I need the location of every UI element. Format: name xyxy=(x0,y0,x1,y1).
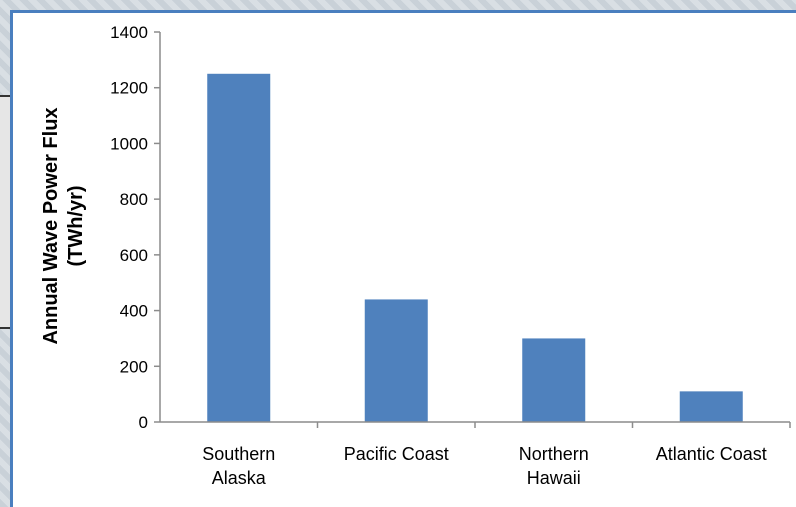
x-category-label: Southern Alaska xyxy=(202,444,275,488)
bar xyxy=(679,391,743,422)
x-category-label: Pacific Coast xyxy=(344,444,449,464)
y-tick-label: 1200 xyxy=(110,79,148,98)
x-category-label: Northern Hawaii xyxy=(519,444,589,488)
y-axis-title-line-2: (TWh/yr) xyxy=(65,185,87,266)
y-axis-title: Annual Wave Power Flux (TWh/yr) xyxy=(40,107,87,344)
x-category-label: Atlantic Coast xyxy=(656,444,767,464)
y-tick-label: 400 xyxy=(120,302,148,321)
y-tick-label: 1000 xyxy=(110,134,148,153)
y-tick-label: 800 xyxy=(120,190,148,209)
bar xyxy=(522,338,586,422)
bar xyxy=(364,299,428,422)
y-tick-label: 200 xyxy=(120,357,148,376)
y-tick-label: 1400 xyxy=(110,23,148,42)
y-tick-label: 600 xyxy=(120,246,148,265)
bar xyxy=(207,73,271,423)
y-tick-label: 0 xyxy=(139,413,148,432)
chart-frame xyxy=(10,10,796,507)
y-axis-title-line-1: Annual Wave Power Flux xyxy=(40,107,62,344)
